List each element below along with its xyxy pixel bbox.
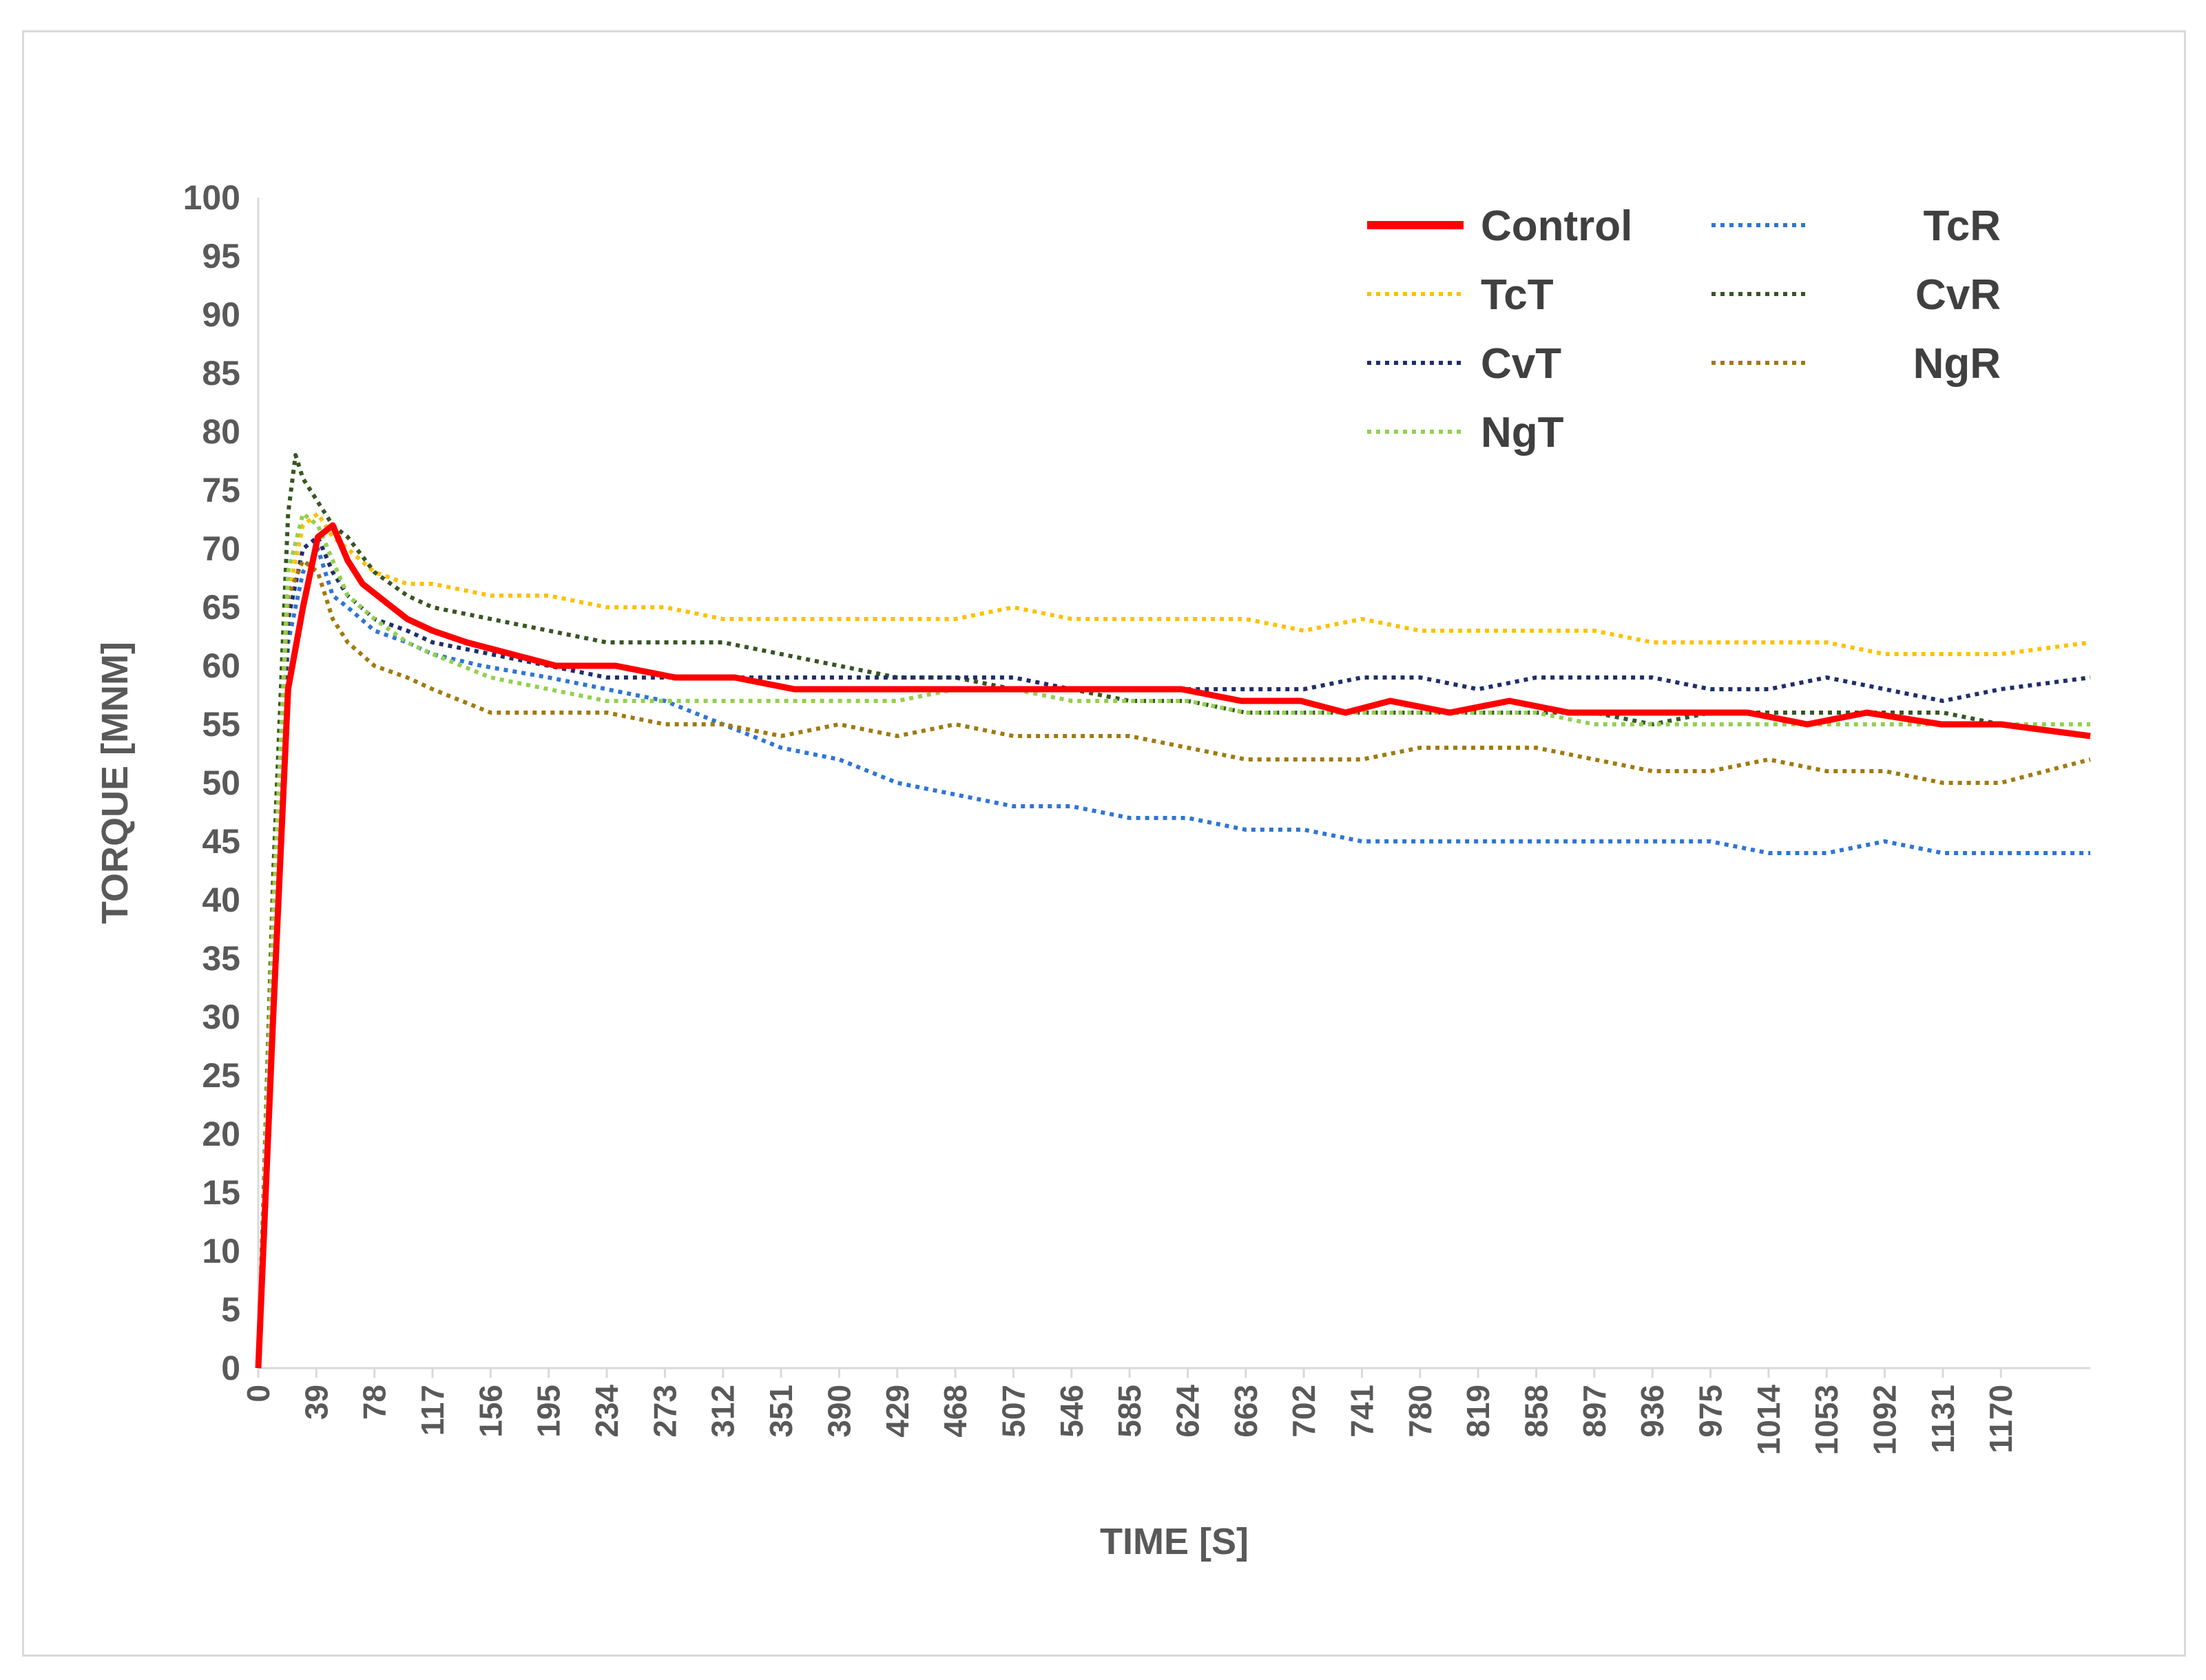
y-tick-label: 95 [202, 237, 240, 275]
x-tick-label: 1170 [1983, 1385, 2019, 1453]
y-tick-label: 25 [202, 1056, 240, 1095]
x-tick-label: 1092 [1867, 1385, 1903, 1455]
chart-frame: 0 5 10 15 20 25 30 35 40 45 50 55 60 65 70 75 80 85 90 95 10… [22, 30, 2186, 1657]
series-line-control [255, 522, 2091, 1369]
x-tick-label: 975 [1693, 1385, 1729, 1438]
x-tick-label: 0 [240, 1385, 276, 1403]
x-tick-label: 936 [1634, 1385, 1670, 1438]
x-tick-label: 585 [1112, 1385, 1147, 1438]
series-line-cvt [256, 535, 2091, 1369]
y-tick-label: 45 [202, 822, 240, 861]
y-tick-label: 35 [202, 939, 240, 978]
series-line-tcr [256, 547, 2090, 1369]
x-axis-title: TIME [S] [1100, 1521, 1249, 1562]
x-tick-label: 390 [821, 1385, 857, 1438]
legend-label-ngt: NgT [1481, 409, 1564, 456]
y-tick-label: 70 [202, 529, 240, 568]
x-tick-label: 624 [1169, 1385, 1205, 1438]
x-tick-label: 1053 [1809, 1385, 1844, 1455]
series-lines [255, 453, 2091, 1369]
x-tick-label: 156 [472, 1385, 508, 1438]
y-tick-label: 10 [202, 1232, 240, 1270]
y-tick-label: 50 [202, 764, 240, 802]
x-tick-label: 429 [880, 1385, 915, 1438]
x-tick-label: 78 [357, 1385, 393, 1420]
x-tick-label: 39 [298, 1385, 334, 1420]
legend-label-tct: TcT [1481, 271, 1554, 319]
series-line-ngt [256, 512, 2090, 1369]
x-tick-label: 1014 [1751, 1385, 1787, 1456]
x-tick-label: 897 [1577, 1385, 1612, 1438]
x-tick-label: 858 [1519, 1385, 1554, 1438]
legend-label-ngr: NgR [1913, 340, 2001, 388]
y-tick-label: 75 [202, 471, 240, 510]
y-tick-label: 90 [202, 295, 240, 334]
x-tick-label: 780 [1402, 1385, 1438, 1438]
y-tick-label: 55 [202, 705, 240, 744]
x-tick-label: 195 [531, 1385, 567, 1438]
x-tick-label: 273 [647, 1385, 683, 1438]
legend-label-control: Control [1481, 202, 1632, 250]
y-tick-label: 20 [202, 1115, 240, 1153]
torque-time-line-chart: 0 5 10 15 20 25 30 35 40 45 50 55 60 65 70 75 80 85 90 95 10… [94, 178, 2091, 1562]
x-tick-label: 741 [1344, 1385, 1380, 1438]
y-axis-title: TORQUE [MNM] [94, 642, 136, 924]
y-tick-label: 15 [202, 1173, 240, 1212]
legend-label-tcr: TcR [1923, 202, 2001, 250]
x-tick-label: 819 [1460, 1385, 1496, 1438]
legend-label-cvt: CvT [1481, 340, 1561, 388]
x-tick-label: 468 [937, 1385, 973, 1438]
legend: Control TcR TcT CvR CvT NgR NgT [1367, 202, 2001, 456]
x-tick-label: 702 [1286, 1385, 1322, 1438]
x-tick-label: 312 [705, 1385, 741, 1438]
series-line-tct [256, 512, 2091, 1369]
x-tick-label: 546 [1054, 1385, 1090, 1438]
y-tick-label: 60 [202, 647, 240, 685]
y-tick-label: 30 [202, 998, 240, 1036]
y-tick-label: 40 [202, 881, 240, 919]
y-tick-label: 0 [221, 1349, 240, 1387]
y-tick-label: 85 [202, 354, 240, 392]
x-tick-label: 351 [763, 1385, 799, 1438]
x-tick-label: 234 [589, 1385, 625, 1438]
y-tick-label: 100 [183, 178, 240, 217]
axes: 0 5 10 15 20 25 30 35 40 45 50 55 60 65 70 75 80 85 90 95 10… [183, 178, 2090, 1455]
series-line-cvr [256, 453, 2091, 1369]
y-tick-label: 5 [221, 1290, 240, 1329]
y-tick-label: 65 [202, 588, 240, 627]
legend-label-cvr: CvR [1915, 271, 2001, 319]
x-tick-label: 1131 [1925, 1385, 1961, 1453]
x-tick-label: 117 [415, 1385, 450, 1436]
series-line-ngr [256, 558, 2091, 1369]
x-tick-label: 507 [995, 1385, 1031, 1438]
x-tick-label: 663 [1228, 1385, 1264, 1438]
y-tick-label: 80 [202, 412, 240, 451]
